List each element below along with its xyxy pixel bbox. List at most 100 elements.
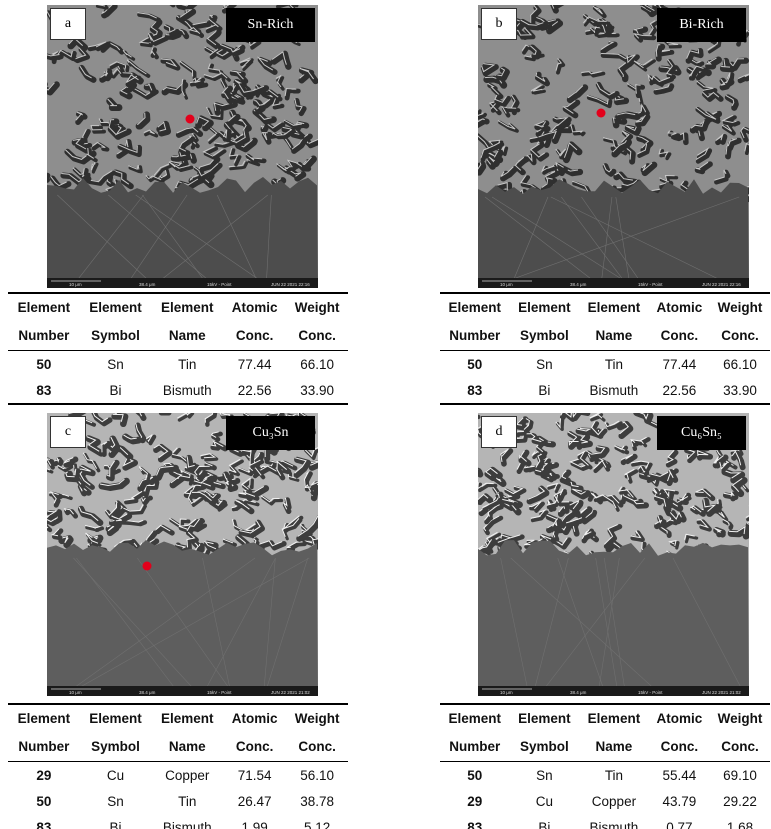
data-row: 50SnTin77.4466.10 xyxy=(440,351,770,378)
header-row: NumberSymbolNameConc.Conc. xyxy=(8,322,348,351)
data-row: 83BiBismuth1.995.12 xyxy=(8,814,348,829)
composition-table: ElementElementElementAtomicWeightNumberS… xyxy=(440,292,770,405)
table-body: 50SnTin55.4469.1029CuCopper43.7929.2283B… xyxy=(440,762,770,829)
texture xyxy=(572,503,581,511)
header-cell: Conc. xyxy=(286,322,348,351)
cell: Sn xyxy=(510,762,580,789)
cell: Sn xyxy=(80,788,152,814)
cell: 77.44 xyxy=(649,351,710,378)
panel-label: b xyxy=(481,8,517,40)
field-width: 38.4 μm xyxy=(570,282,587,287)
header-cell: Element xyxy=(440,704,510,733)
beam-mode: 15kV - Point xyxy=(638,690,663,695)
header-cell: Conc. xyxy=(710,322,770,351)
cell: Tin xyxy=(579,762,649,789)
data-row: 50SnTin26.4738.78 xyxy=(8,788,348,814)
header-cell: Element xyxy=(579,704,649,733)
header-row: ElementElementElementAtomicWeight xyxy=(440,293,770,322)
header-cell: Conc. xyxy=(223,322,286,351)
header-row: NumberSymbolNameConc.Conc. xyxy=(440,322,770,351)
cell: 66.10 xyxy=(710,351,770,378)
header-cell: Conc. xyxy=(649,733,710,762)
cell: Bismuth xyxy=(579,814,649,829)
cell: 50 xyxy=(440,351,510,378)
texture xyxy=(47,56,61,58)
beam-mode: 15kV - Point xyxy=(207,690,232,695)
header-row: ElementElementElementAtomicWeight xyxy=(440,704,770,733)
cell: 5.12 xyxy=(286,814,348,829)
cell: 26.47 xyxy=(223,788,286,814)
cell: Bi xyxy=(80,377,152,404)
beam-mode: 15kV - Point xyxy=(638,282,663,287)
cell: Sn xyxy=(80,351,152,378)
header-cell: Name xyxy=(579,733,649,762)
cell: 83 xyxy=(440,814,510,829)
cell: 29.22 xyxy=(710,788,770,814)
cell: 83 xyxy=(440,377,510,404)
header-cell: Element xyxy=(8,293,80,322)
texture xyxy=(264,128,266,130)
table-head: ElementElementElementAtomicWeightNumberS… xyxy=(8,293,348,351)
cell: 22.56 xyxy=(649,377,710,404)
timestamp: JUN 22 2021 21:02 xyxy=(702,690,741,695)
header-cell: Atomic xyxy=(223,704,286,733)
header-cell: Conc. xyxy=(710,733,770,762)
cell: 22.56 xyxy=(223,377,286,404)
table-head: ElementElementElementAtomicWeightNumberS… xyxy=(440,293,770,351)
header-cell: Number xyxy=(8,733,80,762)
substrate xyxy=(478,179,749,288)
panel-label: c xyxy=(50,416,86,448)
header-cell: Element xyxy=(440,293,510,322)
header-row: NumberSymbolNameConc.Conc. xyxy=(440,733,770,762)
data-row: 83BiBismuth22.5633.90 xyxy=(8,377,348,404)
header-row: ElementElementElementAtomicWeight xyxy=(8,293,348,322)
cell: 29 xyxy=(8,762,80,789)
timestamp: JUN 22 2021 22:16 xyxy=(702,282,741,287)
composition-table: ElementElementElementAtomicWeightNumberS… xyxy=(8,292,348,405)
table-head: ElementElementElementAtomicWeightNumberS… xyxy=(8,704,348,762)
header-cell: Conc. xyxy=(286,733,348,762)
data-row: 83BiBismuth0.771.68 xyxy=(440,814,770,829)
cell: 33.90 xyxy=(286,377,348,404)
header-cell: Element xyxy=(151,704,223,733)
timestamp: JUN 22 2021 22:16 xyxy=(271,282,310,287)
texture xyxy=(479,164,483,172)
cell: 29 xyxy=(440,788,510,814)
header-cell: Element xyxy=(151,293,223,322)
sem-image: 10 μm 38.4 μm 15kV - Point JUN 22 2021 22:1… xyxy=(478,5,749,288)
header-cell: Symbol xyxy=(510,733,580,762)
header-cell: Name xyxy=(151,322,223,351)
scale-label: 10 μm xyxy=(69,690,82,695)
cell: Bi xyxy=(510,377,580,404)
cell: Sn xyxy=(510,351,580,378)
cell: 38.78 xyxy=(286,788,348,814)
table-head: ElementElementElementAtomicWeightNumberS… xyxy=(440,704,770,762)
scale-label: 10 μm xyxy=(500,690,513,695)
cell: 43.79 xyxy=(649,788,710,814)
cell: 50 xyxy=(440,762,510,789)
header-cell: Conc. xyxy=(649,322,710,351)
substrate xyxy=(47,540,318,696)
cell: 83 xyxy=(8,814,80,829)
header-cell: Element xyxy=(80,704,152,733)
figure: 10 μm 38.4 μm 15kV - Point JUN 22 2021 22:1… xyxy=(0,0,771,829)
header-cell: Weight xyxy=(710,293,770,322)
header-row: ElementElementElementAtomicWeight xyxy=(8,704,348,733)
cell: Bismuth xyxy=(151,377,223,404)
data-row: 83BiBismuth22.5633.90 xyxy=(440,377,770,404)
field-width: 38.4 μm xyxy=(139,690,156,695)
header-cell: Weight xyxy=(710,704,770,733)
scale-label: 10 μm xyxy=(500,282,513,287)
field-width: 38.4 μm xyxy=(139,282,156,287)
substrate xyxy=(47,177,318,288)
cell: Bi xyxy=(80,814,152,829)
texture xyxy=(109,177,112,185)
cell: Bismuth xyxy=(579,377,649,404)
header-cell: Element xyxy=(579,293,649,322)
texture xyxy=(558,497,560,505)
header-cell: Weight xyxy=(286,293,348,322)
texture xyxy=(84,170,86,179)
cell: Bi xyxy=(510,814,580,829)
phase-label: Cu₆Sn₅ xyxy=(657,416,746,450)
cell: Tin xyxy=(151,351,223,378)
